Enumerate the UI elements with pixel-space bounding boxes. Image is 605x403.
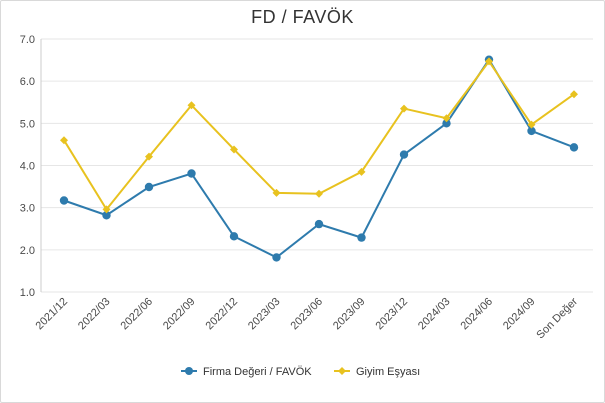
- series-2-point: [315, 189, 323, 198]
- x-tick-label: 2022/06: [119, 296, 156, 333]
- x-tick-label: 2023/12: [374, 296, 411, 333]
- x-tick-label: 2021/12: [34, 296, 71, 333]
- series-1-point: [569, 143, 579, 152]
- x-tick-label: 2023/06: [289, 296, 326, 333]
- series-1-point: [144, 182, 154, 192]
- series-2-point: [230, 145, 238, 154]
- legend-marker-1: [185, 367, 193, 375]
- series-1-point: [102, 211, 111, 220]
- chart-title: FD / FAVÖK: [251, 7, 354, 27]
- legend-marker-2: [338, 367, 346, 375]
- x-tick-label: 2023/09: [331, 296, 368, 333]
- series-2-point: [102, 205, 111, 214]
- series-2-point: [60, 136, 68, 145]
- legend-label-2: Giyim Eşyası: [356, 366, 420, 378]
- x-tick-label: 2024/09: [501, 296, 538, 333]
- x-tick-label: 2024/06: [459, 296, 496, 333]
- x-tick-label: 2024/03: [416, 296, 453, 333]
- legend-label-1: Firma Değeri / FAVÖK: [203, 366, 312, 378]
- y-tick-label: 3.0: [20, 203, 35, 215]
- x-tick-label: 2022/12: [204, 296, 241, 333]
- series-1-point: [272, 253, 281, 262]
- y-tick-label: 5.0: [20, 118, 35, 130]
- series-2-point: [272, 188, 281, 197]
- series-1-point: [314, 219, 324, 229]
- series-2-point: [187, 101, 196, 110]
- y-tick-label: 2.0: [20, 245, 35, 257]
- y-tick-label: 4.0: [20, 161, 35, 173]
- series-2-point: [442, 114, 451, 123]
- series-1-point: [399, 150, 409, 159]
- series-2-point: [570, 90, 578, 99]
- y-tick-label: 1.0: [20, 287, 35, 299]
- y-tick-label: 7.0: [20, 34, 35, 46]
- series-line-2: [63, 59, 575, 212]
- series-2-point: [527, 120, 536, 129]
- series-1-point: [229, 232, 239, 241]
- x-tick-label: Son Değer: [534, 295, 580, 341]
- series-2-point: [357, 167, 366, 176]
- series-1-point: [442, 119, 451, 128]
- x-tick-label: 2022/03: [76, 296, 113, 333]
- series-1-point: [59, 196, 69, 205]
- series-2-point: [145, 152, 153, 161]
- x-tick-label: 2022/09: [161, 296, 198, 333]
- series-1-point: [527, 126, 536, 136]
- series-1-point: [187, 169, 196, 178]
- y-tick-label: 6.0: [20, 76, 35, 88]
- series-1-point: [357, 233, 366, 242]
- series-2-point: [485, 57, 493, 66]
- series-2-point: [400, 104, 408, 113]
- x-tick-label: 2023/03: [246, 296, 283, 333]
